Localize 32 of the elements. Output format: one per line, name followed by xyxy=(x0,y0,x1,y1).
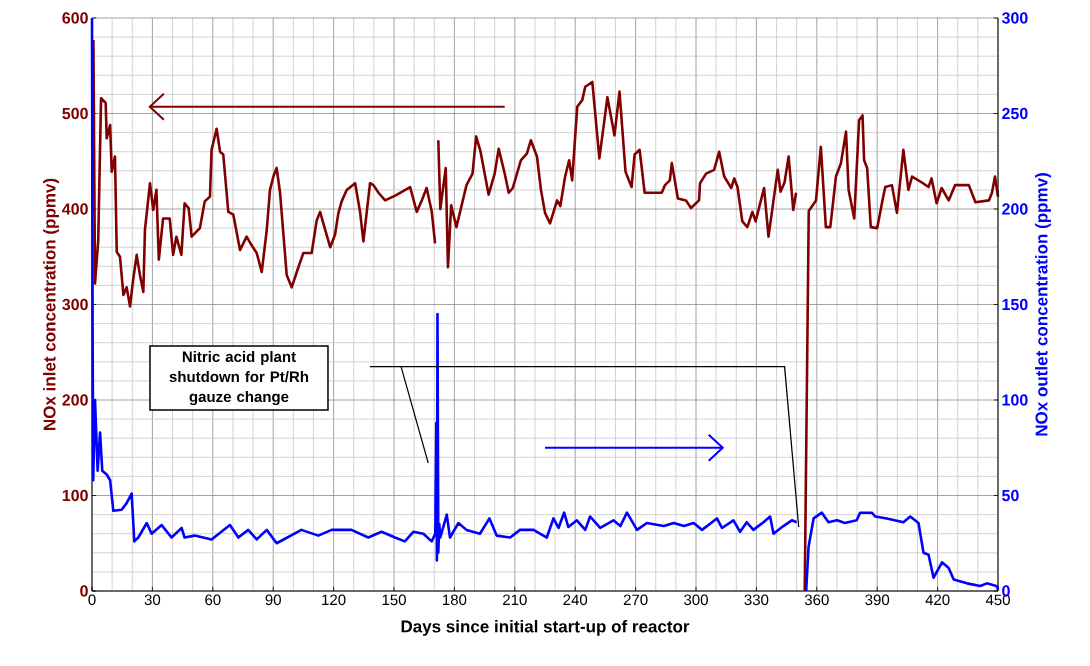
x-tick-label: 390 xyxy=(865,594,890,606)
x-tick-label: 270 xyxy=(623,594,648,606)
x-axis-title: Days since initial start-up of reactor xyxy=(401,619,690,636)
x-tick-label: 420 xyxy=(925,594,950,606)
y-tick-label: 0 xyxy=(80,585,88,597)
y-tick-label: 300 xyxy=(62,298,88,311)
x-tick-label: 300 xyxy=(684,594,708,606)
y2-tick-label: 100 xyxy=(1002,394,1028,406)
x-tick-label: 60 xyxy=(205,594,221,606)
y-tick-label: 400 xyxy=(62,203,88,215)
x-tick-label: 90 xyxy=(265,594,281,606)
y2-tick-label: 50 xyxy=(1002,489,1019,502)
x-tick-label: 180 xyxy=(443,594,467,606)
x-tick-label: 240 xyxy=(563,594,588,606)
x-tick-label: 210 xyxy=(503,594,527,606)
y2-tick-label: 150 xyxy=(1002,298,1028,311)
x-tick-label: 120 xyxy=(322,594,346,606)
y-tick-label: 200 xyxy=(62,394,88,406)
y2-tick-label: 250 xyxy=(1002,107,1028,120)
annotation: Nitric acid plant shutdown for Pt/Rh gauze change xyxy=(169,351,309,406)
x-tick-label: 330 xyxy=(744,594,769,606)
y2-tick-label: 200 xyxy=(1002,203,1028,215)
y2-tick-label: 300 xyxy=(1001,12,1028,24)
x-tick-label: 0 xyxy=(88,594,96,606)
y-tick-label: 100 xyxy=(62,489,88,502)
y-axis-title: NOx inlet concentration (ppmv) xyxy=(43,178,59,430)
x-tick-label: 150 xyxy=(382,594,406,606)
y2-axis-title: NOx outlet concentration (ppmv) xyxy=(1035,173,1051,436)
y-tick-label: 600 xyxy=(62,12,88,24)
y-tick-label: 500 xyxy=(62,107,88,120)
x-tick-label: 30 xyxy=(144,594,161,606)
x-tick-label: 360 xyxy=(804,594,829,606)
